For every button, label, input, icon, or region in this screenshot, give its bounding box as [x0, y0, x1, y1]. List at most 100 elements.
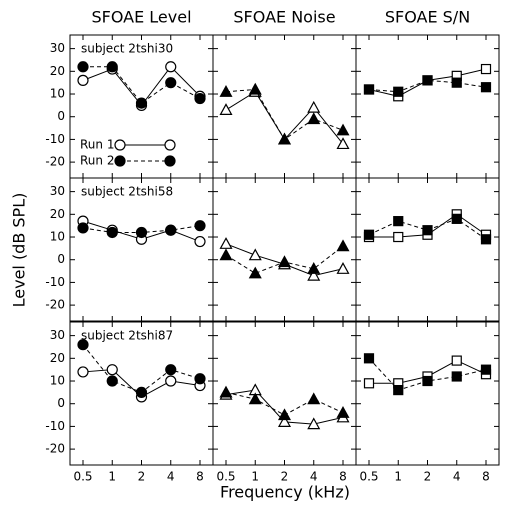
marker [336, 262, 350, 274]
column-title: SFOAE S/N [385, 8, 470, 27]
row-label: subject 2tshi30 [81, 42, 173, 56]
marker [106, 226, 118, 239]
marker [363, 378, 375, 389]
marker [336, 239, 350, 252]
marker [194, 235, 206, 248]
panel-frame [355, 177, 500, 322]
y-tick-label: -20 [45, 298, 65, 312]
row-label: subject 2tshi58 [81, 185, 173, 199]
row-label: subject 2tshi87 [81, 329, 173, 343]
series-line [368, 218, 487, 240]
y-tick-label: 20 [50, 351, 65, 365]
marker [363, 84, 375, 95]
marker [165, 375, 177, 387]
legend-label: Run 1 [80, 138, 114, 152]
panel-frame [69, 177, 214, 322]
x-axis-label: Frequency (kHz) [220, 483, 350, 502]
x-tick-label: 1 [251, 470, 259, 484]
marker [277, 415, 292, 427]
x-tick-label: 0.5 [73, 470, 92, 484]
marker [307, 112, 321, 125]
marker [277, 132, 292, 145]
marker [277, 255, 292, 268]
marker [165, 77, 177, 89]
marker [451, 77, 462, 88]
marker [194, 92, 206, 105]
marker [219, 85, 233, 97]
y-tick-label: -10 [45, 132, 65, 146]
y-tick-label: 20 [50, 64, 65, 78]
marker [194, 220, 206, 232]
marker [248, 392, 262, 405]
marker [307, 417, 321, 430]
marker [307, 100, 321, 113]
marker [393, 384, 404, 396]
panel-frame [212, 34, 357, 179]
marker [422, 75, 433, 86]
legend-marker [164, 155, 176, 167]
marker [165, 364, 177, 376]
y-tick-label: 30 [50, 184, 65, 198]
marker [165, 224, 177, 236]
legend-marker [164, 139, 176, 151]
marker [219, 237, 233, 249]
marker [219, 385, 233, 398]
marker [422, 375, 433, 387]
marker [135, 226, 148, 239]
marker [480, 63, 492, 75]
x-tick-label: 2 [138, 470, 146, 484]
x-tick-label: 2 [281, 470, 289, 484]
y-tick-label: 20 [50, 207, 65, 221]
marker [135, 97, 148, 109]
marker [393, 231, 404, 243]
marker [219, 103, 233, 116]
panel-frame [355, 321, 500, 466]
marker [336, 406, 350, 418]
marker [480, 234, 492, 245]
marker [307, 392, 321, 405]
x-tick-label: 8 [196, 470, 204, 484]
y-tick-label: -20 [45, 155, 65, 169]
marker [480, 364, 492, 375]
x-tick-label: 4 [310, 470, 318, 484]
x-tick-label: 8 [482, 470, 490, 484]
marker [248, 82, 262, 95]
marker [77, 222, 89, 234]
marker [363, 353, 375, 364]
column-title: SFOAE Level [91, 8, 191, 27]
marker [77, 61, 89, 73]
x-tick-label: 4 [453, 470, 461, 484]
marker [451, 371, 462, 382]
y-tick-label: -10 [45, 419, 65, 433]
marker [277, 408, 292, 421]
marker [106, 364, 118, 376]
y-tick-label: 0 [57, 252, 65, 266]
marker [336, 123, 350, 136]
y-axis-label: Level (dB SPL) [10, 193, 29, 308]
y-tick-label: 10 [50, 230, 65, 244]
y-tick-label: 10 [50, 374, 65, 388]
y-tick-label: 0 [57, 396, 65, 410]
x-tick-label: 8 [339, 470, 347, 484]
marker [393, 86, 404, 97]
series-line [225, 88, 344, 141]
y-tick-label: -20 [45, 442, 65, 456]
marker [135, 386, 148, 398]
panel-frame [212, 177, 357, 322]
y-tick-label: 30 [50, 41, 65, 55]
legend-marker [114, 139, 126, 151]
marker [451, 355, 462, 366]
marker [106, 375, 118, 387]
series-line [82, 344, 201, 393]
x-tick-label: 1 [108, 470, 116, 484]
marker [480, 82, 492, 93]
marker [194, 373, 206, 385]
marker [307, 262, 321, 274]
marker [248, 266, 262, 279]
x-tick-label: 1 [394, 470, 402, 484]
marker [77, 366, 89, 378]
column-title: SFOAE Noise [233, 8, 335, 27]
marker [393, 216, 404, 227]
